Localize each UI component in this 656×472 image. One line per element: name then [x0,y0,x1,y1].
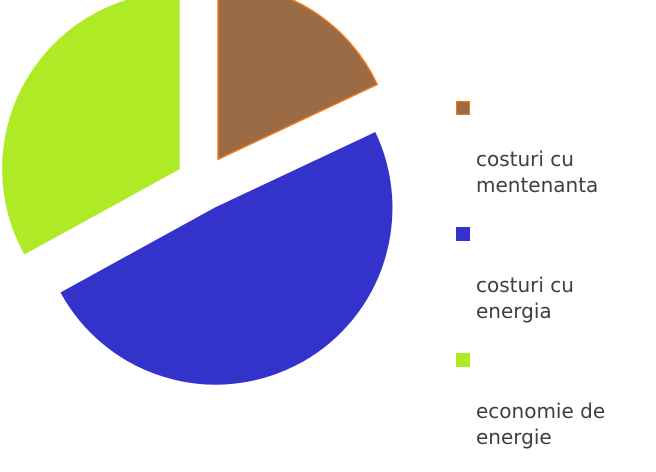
pie-chart: costuri cu mentenanta costuri cu energia… [2,0,605,449]
legend-label-energy-savings: economie de energie [476,399,606,449]
legend-label-energy-costs: costuri cu energia [476,273,574,323]
pie-slice-energy-costs [60,132,393,385]
pie-slice-maintenance-costs [217,0,379,161]
pie-slice-energy-savings [2,0,180,255]
pie-plot-area [2,0,393,385]
legend-swatch-maintenance-costs [456,101,470,115]
legend-item-energy-costs: costuri cu energia [456,220,652,324]
legend-swatch-energy-costs [456,227,470,241]
legend: costuri cu mentenanta costuri cu energia… [456,94,652,472]
legend-swatch-energy-savings [456,353,470,367]
legend-label-maintenance-costs: costuri cu mentenanta [476,147,599,197]
legend-item-maintenance-costs: costuri cu mentenanta [456,94,652,198]
legend-item-energy-savings: economie de energie [456,346,652,450]
